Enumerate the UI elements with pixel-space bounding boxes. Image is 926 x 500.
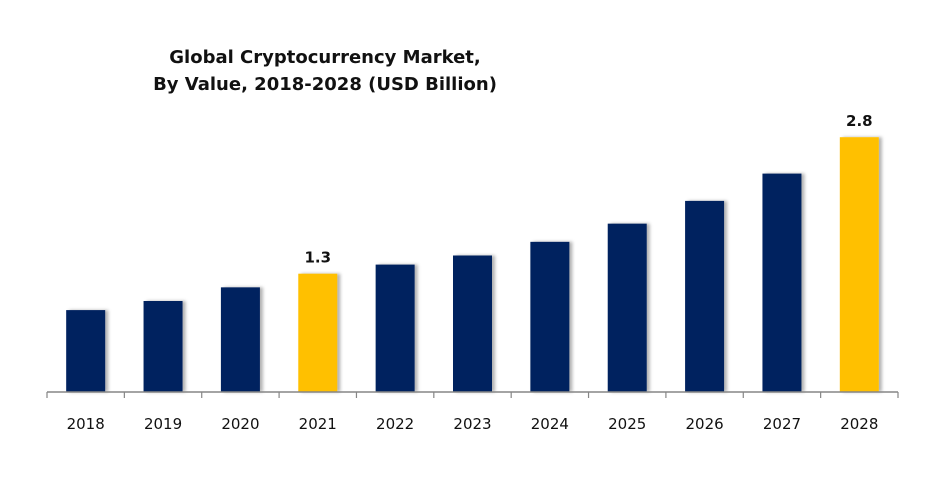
- bar-2028: [839, 137, 879, 392]
- x-tick-label-2021: 2021: [299, 415, 337, 433]
- x-tick-label-2020: 2020: [221, 415, 259, 433]
- x-tick-label-2025: 2025: [608, 415, 646, 433]
- bar-2027: [762, 173, 802, 392]
- x-tick-label-2026: 2026: [685, 415, 723, 433]
- x-tick-label-2023: 2023: [453, 415, 491, 433]
- bar-2024: [530, 241, 570, 392]
- bar-2020: [220, 287, 260, 392]
- data-label-2028: 2.8: [846, 112, 873, 130]
- bar-2019: [143, 301, 183, 392]
- bar-2023: [453, 255, 492, 392]
- x-tick-label-2019: 2019: [144, 415, 182, 433]
- chart-title: Global Cryptocurrency Market, By Value, …: [90, 44, 560, 98]
- x-tick-label-2022: 2022: [376, 415, 414, 433]
- bar-2021: [298, 273, 338, 392]
- chart-title-line-2: By Value, 2018-2028 (USD Billion): [153, 74, 497, 95]
- x-tick-label-2028: 2028: [840, 415, 878, 433]
- bar-2025: [607, 223, 647, 392]
- bar-2026: [685, 200, 725, 392]
- x-tick-label-2027: 2027: [763, 415, 801, 433]
- bar-2018: [66, 310, 106, 392]
- x-tick-label-2024: 2024: [531, 415, 569, 433]
- chart-title-line-1: Global Cryptocurrency Market,: [169, 47, 481, 68]
- x-tick-label-2018: 2018: [67, 415, 105, 433]
- data-label-2021: 1.3: [304, 249, 331, 267]
- bar-2022: [375, 264, 415, 392]
